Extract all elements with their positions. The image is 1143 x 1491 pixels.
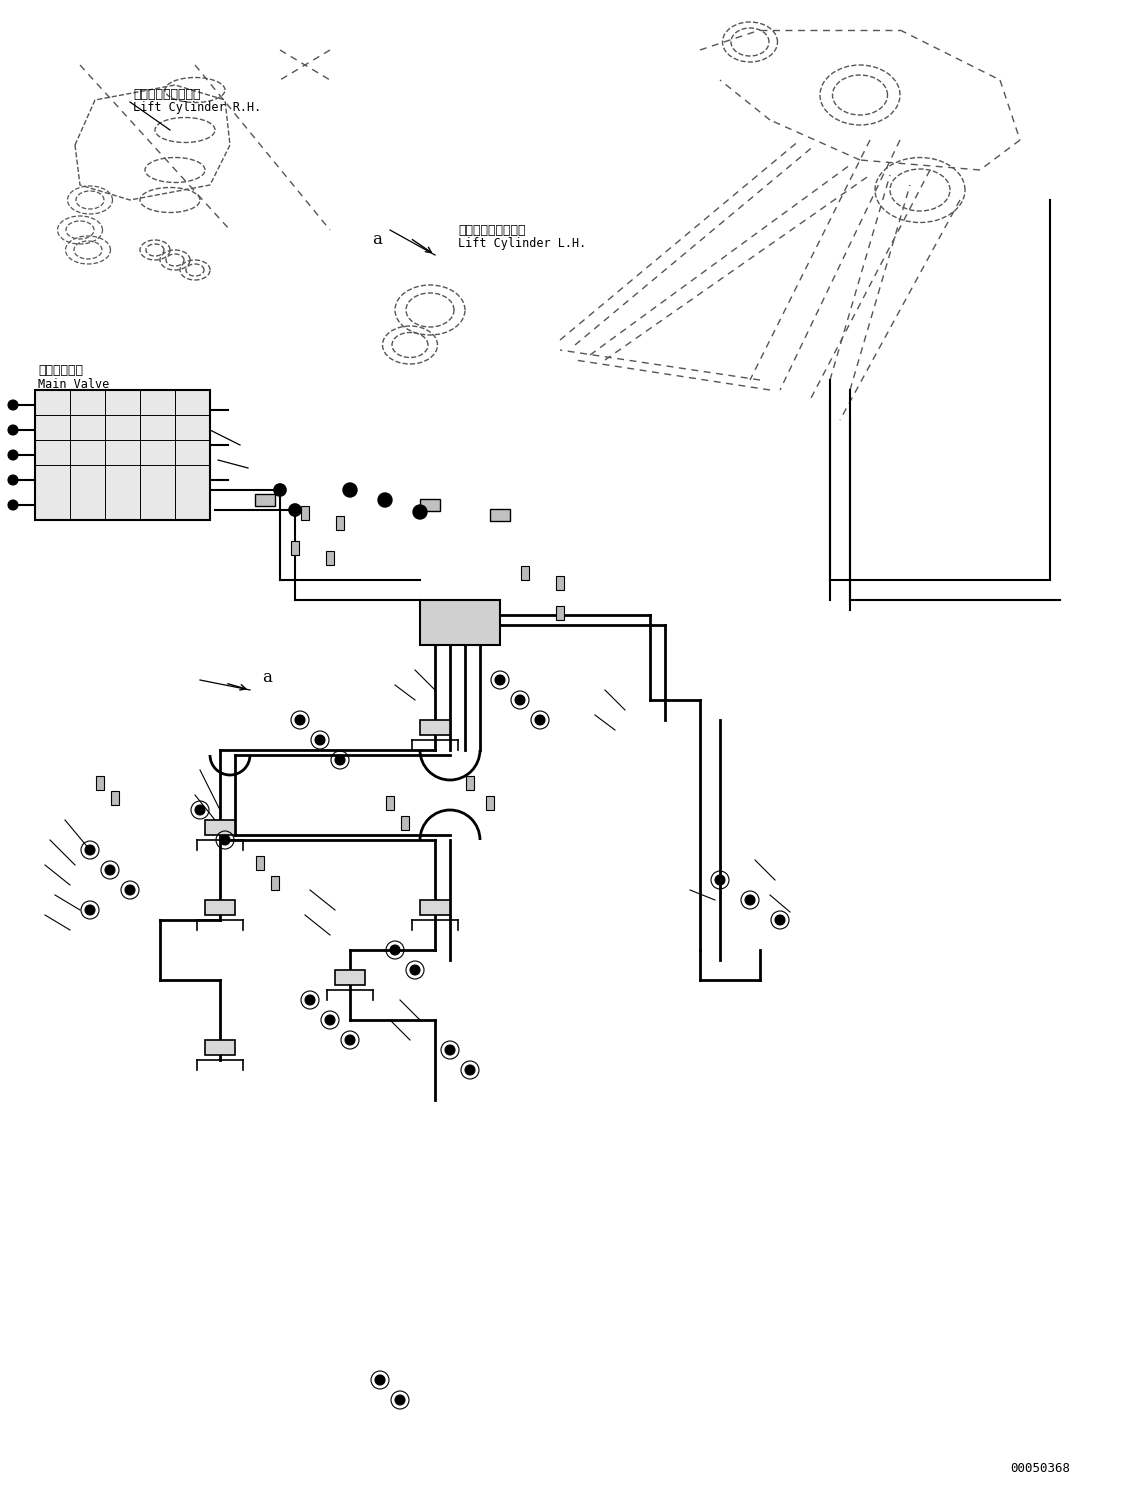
Circle shape [413, 505, 427, 519]
Text: リフトシリンダ　左: リフトシリンダ 左 [458, 224, 526, 237]
Circle shape [105, 865, 115, 875]
Circle shape [445, 1045, 455, 1056]
Text: a: a [371, 231, 382, 249]
Circle shape [274, 485, 286, 497]
Bar [255, 494, 275, 505]
Circle shape [8, 476, 18, 485]
Circle shape [375, 1375, 385, 1385]
Circle shape [390, 945, 400, 956]
Text: Lift Cylinder L.H.: Lift Cylinder L.H. [458, 237, 586, 249]
Bar [335, 971, 365, 986]
Text: Lift Cylinder R.H.: Lift Cylinder R.H. [133, 101, 262, 115]
Bar [35, 391, 210, 520]
Circle shape [515, 695, 525, 705]
Circle shape [716, 875, 725, 886]
Bar [256, 856, 264, 871]
Bar [419, 599, 499, 646]
Circle shape [465, 1065, 475, 1075]
Circle shape [195, 805, 205, 816]
Bar [490, 508, 510, 520]
Circle shape [395, 1396, 405, 1405]
Bar [205, 1041, 235, 1056]
Bar [419, 499, 440, 511]
Circle shape [305, 994, 315, 1005]
Text: 00050368: 00050368 [1010, 1461, 1070, 1475]
Circle shape [345, 1035, 355, 1045]
Bar [419, 901, 450, 915]
Bar [271, 877, 279, 890]
Bar [336, 516, 344, 529]
Circle shape [315, 735, 325, 746]
Bar [466, 775, 474, 790]
Circle shape [219, 835, 230, 845]
Circle shape [8, 400, 18, 410]
Circle shape [410, 965, 419, 975]
Bar [486, 796, 494, 810]
Text: リフトシリンダ　右: リフトシリンダ 右 [133, 88, 200, 101]
Circle shape [295, 716, 305, 725]
Circle shape [325, 1015, 335, 1024]
Circle shape [8, 499, 18, 510]
Bar [291, 541, 299, 555]
Circle shape [535, 716, 545, 725]
Text: a: a [262, 669, 272, 686]
Circle shape [343, 483, 357, 497]
Circle shape [8, 450, 18, 461]
Bar [521, 567, 529, 580]
Bar [401, 816, 409, 830]
Circle shape [8, 425, 18, 435]
Bar [326, 552, 334, 565]
Text: Main Valve: Main Valve [38, 377, 110, 391]
Bar [205, 901, 235, 915]
Text: メインバルブ: メインバルブ [38, 364, 83, 377]
Bar [111, 792, 119, 805]
Bar [205, 820, 235, 835]
Circle shape [125, 886, 135, 895]
Circle shape [775, 915, 785, 924]
Bar [555, 605, 563, 620]
Circle shape [335, 754, 345, 765]
Circle shape [745, 895, 756, 905]
Circle shape [495, 675, 505, 684]
Circle shape [85, 905, 95, 915]
Bar [386, 796, 394, 810]
Bar [555, 576, 563, 590]
Circle shape [289, 504, 301, 516]
Bar [301, 505, 309, 520]
Circle shape [378, 494, 392, 507]
Bar [96, 775, 104, 790]
Bar [419, 720, 450, 735]
Circle shape [85, 845, 95, 854]
